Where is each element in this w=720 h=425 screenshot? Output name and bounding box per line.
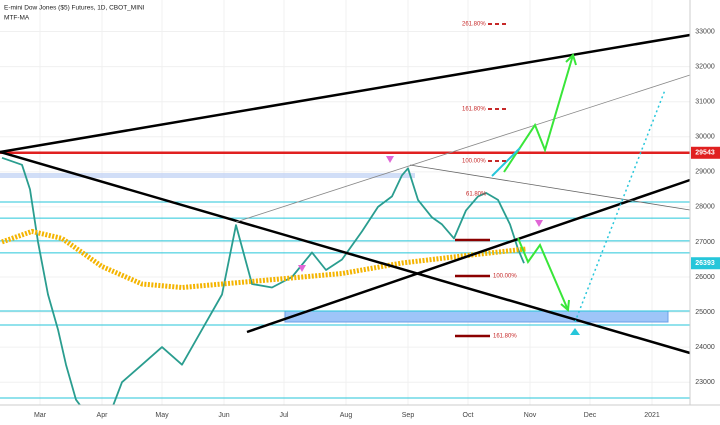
channel-line [409,164,691,211]
price-label: 26393 [695,260,715,267]
trend-line [0,150,691,355]
zone [0,173,415,178]
y-tick-label: 30000 [695,134,715,141]
target-zone [284,310,669,323]
projection-dotted [574,89,666,323]
arrow-marker [535,220,543,227]
y-tick-label: 27000 [695,239,715,246]
drawings [0,23,691,355]
y-tick-label: 32000 [695,63,715,70]
y-tick-label: 26000 [695,274,715,281]
price-label-box [691,146,720,159]
arrow-head [560,299,570,313]
y-tick-label: 23000 [695,379,715,386]
x-tick-label: Oct [463,412,474,419]
fib-label: 61.80% [466,192,487,198]
x-tick-label: Apr [97,412,109,419]
chart-title: E-mini Dow Jones ($5) Futures, 1D, CBOT_… [4,5,145,12]
arrow-head [565,53,577,66]
trend-line [246,178,691,334]
projection-arrow [517,237,569,311]
channel-line [235,74,691,223]
x-tick-label: Mar [34,412,47,419]
y-tick-label: 29000 [695,169,715,176]
x-tick-label: May [155,412,169,419]
x-tick-label: Nov [524,412,537,419]
price-label: 29543 [695,150,715,157]
arrow-marker [386,156,394,163]
fib-label: 161.80% [462,107,486,113]
grid [0,0,690,405]
fib-label: 100.00% [462,159,486,165]
price-label-box [691,257,720,270]
y-tick-label: 24000 [695,344,715,351]
fib-label: 261.80% [462,22,486,28]
x-tick-label: Aug [340,412,353,419]
x-tick-label: Jul [280,412,289,419]
y-tick-label: 28000 [695,204,715,211]
y-tick-label: 33000 [695,28,715,35]
fib-label: 161.80% [493,334,517,340]
indicator-name: MTF-MA [4,15,30,22]
x-tick-label: 2021 [644,412,660,419]
arrow-marker [570,328,580,335]
arrow-marker [298,265,306,272]
trend-line [0,33,691,154]
x-tick-label: Sep [402,412,415,419]
x-tick-label: Jun [218,412,229,419]
y-tick-label: 31000 [695,99,715,106]
x-tick-label: Dec [584,412,597,419]
fib-label: 100.00% [493,274,517,280]
moving-average [1,228,527,290]
y-tick-label: 25000 [695,309,715,316]
